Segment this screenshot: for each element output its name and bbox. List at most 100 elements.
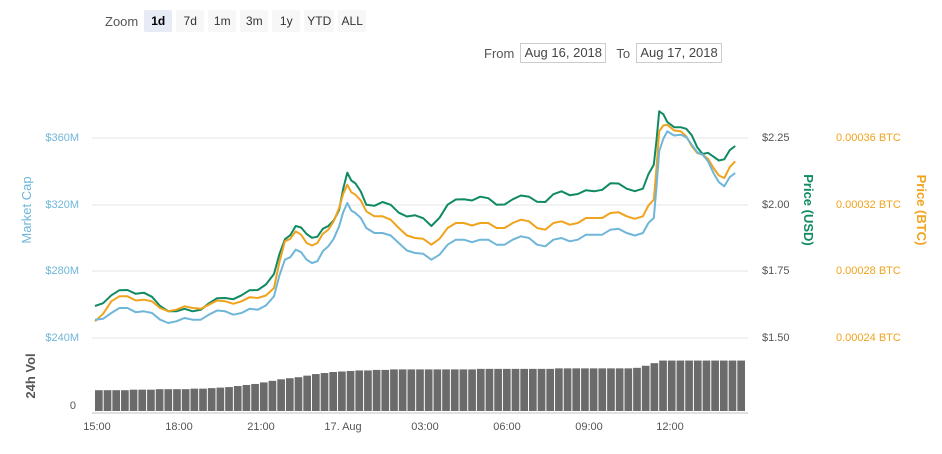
volume-bar — [95, 390, 103, 411]
volume-bar — [659, 360, 667, 411]
btc-tick-28: 0.00028 BTC — [836, 265, 901, 277]
zoom-ytd-button[interactable]: YTD — [304, 10, 335, 32]
volume-bar — [155, 389, 164, 411]
zoom-3m-button[interactable]: 3m — [240, 10, 269, 32]
volume-bar — [338, 371, 346, 411]
btc-tick-24: 0.00024 BTC — [836, 332, 901, 344]
volume-bar — [433, 369, 442, 411]
volume-bar — [511, 368, 520, 411]
market-cap-tick-240: $240M — [45, 332, 79, 344]
volume-bar — [494, 368, 502, 411]
volume-bar — [225, 387, 233, 411]
zoom-1m-button[interactable]: 1m — [208, 10, 237, 32]
date-range: From To — [484, 42, 732, 64]
x-tick-0300: 03:00 — [411, 421, 439, 433]
volume-bar — [259, 382, 268, 411]
volume-bar — [294, 377, 303, 411]
volume-bar — [277, 379, 285, 411]
series-layer — [94, 110, 736, 324]
series-line-market-cap — [94, 130, 736, 324]
volume-bar — [173, 389, 181, 411]
volume-bar — [329, 372, 338, 411]
to-label: To — [616, 45, 631, 61]
market-cap-tick-320: $320M — [45, 199, 79, 211]
volume-bar — [303, 375, 311, 411]
btc-axis-title: Price (BTC) — [914, 175, 929, 246]
volume-bar — [502, 368, 511, 411]
usd-tick-200: $2.00 — [762, 199, 790, 211]
x-tick-0900: 09:00 — [575, 421, 603, 433]
volume-bar — [450, 369, 459, 411]
from-label: From — [484, 45, 515, 61]
volume-bar — [121, 390, 129, 411]
volume-bar — [537, 368, 546, 411]
volume-bar — [364, 370, 372, 411]
volume-bar — [398, 369, 407, 411]
volume-bar — [129, 389, 138, 411]
volume-bar — [572, 368, 581, 411]
volume-bar — [199, 388, 207, 411]
x-tick-1500: 15:00 — [83, 421, 111, 433]
volume-bar — [624, 368, 633, 411]
volume-bar — [633, 367, 641, 411]
volume-axis-title: 24h Vol — [23, 353, 38, 398]
x-tick-1200: 12:00 — [656, 421, 684, 433]
market-cap-axis-title: Market Cap — [19, 176, 34, 243]
zoom-1y-button[interactable]: 1y — [272, 10, 301, 32]
x-tick-2100: 21:00 — [247, 421, 275, 433]
volume-tick-0: 0 — [70, 400, 76, 412]
volume-bar — [641, 365, 650, 411]
usd-tick-150: $1.50 — [762, 332, 790, 344]
volume-bar — [650, 363, 659, 411]
series-line-price-btc — [94, 123, 736, 323]
volume-bar — [693, 360, 702, 411]
volume-bar — [390, 369, 398, 411]
volume-bar — [685, 360, 693, 411]
volume-bar — [372, 369, 381, 411]
volume-bar — [112, 390, 121, 411]
usd-axis-title: Price (USD) — [801, 174, 816, 246]
volume-bar — [589, 368, 598, 411]
volume-bar — [711, 360, 719, 411]
volume-bar — [424, 369, 433, 411]
volume-bar — [233, 386, 242, 411]
volume-bar — [381, 369, 390, 411]
market-cap-tick-280: $280M — [45, 265, 79, 277]
volume-bar — [702, 360, 711, 411]
volume-bar — [312, 374, 320, 411]
market-cap-tick-360: $360M — [45, 132, 79, 144]
volume-bar — [216, 387, 225, 411]
volume-bar — [581, 368, 589, 411]
volume-bar — [147, 389, 155, 411]
volume-bar — [598, 368, 607, 411]
volume-bar — [355, 370, 364, 411]
series-line-price-usd — [94, 110, 736, 313]
volume-bar — [242, 385, 251, 411]
volume-bar — [737, 360, 745, 411]
zoom-1d-button[interactable]: 1d — [144, 10, 173, 32]
volume-bar — [607, 368, 615, 411]
volume-bar — [529, 368, 537, 411]
grid-lines — [92, 137, 748, 339]
btc-tick-32: 0.00032 BTC — [836, 199, 901, 211]
volume-bars — [95, 360, 745, 411]
volume-bar — [251, 383, 259, 411]
usd-tick-175: $1.75 — [762, 265, 790, 277]
volume-bar — [667, 360, 676, 411]
volume-bar — [563, 368, 572, 411]
volume-bar — [103, 390, 112, 411]
zoom-all-button[interactable]: ALL — [338, 10, 367, 32]
from-date-input[interactable] — [520, 43, 607, 63]
volume-bar — [164, 389, 173, 411]
x-tick-0600: 06:00 — [493, 421, 521, 433]
zoom-7d-button[interactable]: 7d — [176, 10, 205, 32]
volume-bar — [285, 378, 294, 411]
volume-bar — [207, 388, 216, 411]
volume-bar — [546, 368, 555, 411]
to-date-input[interactable] — [636, 43, 723, 63]
volume-bar — [459, 369, 468, 411]
usd-tick-225: $2.25 — [762, 132, 790, 144]
x-tick-1800: 18:00 — [165, 421, 193, 433]
zoom-label: Zoom — [105, 13, 139, 29]
